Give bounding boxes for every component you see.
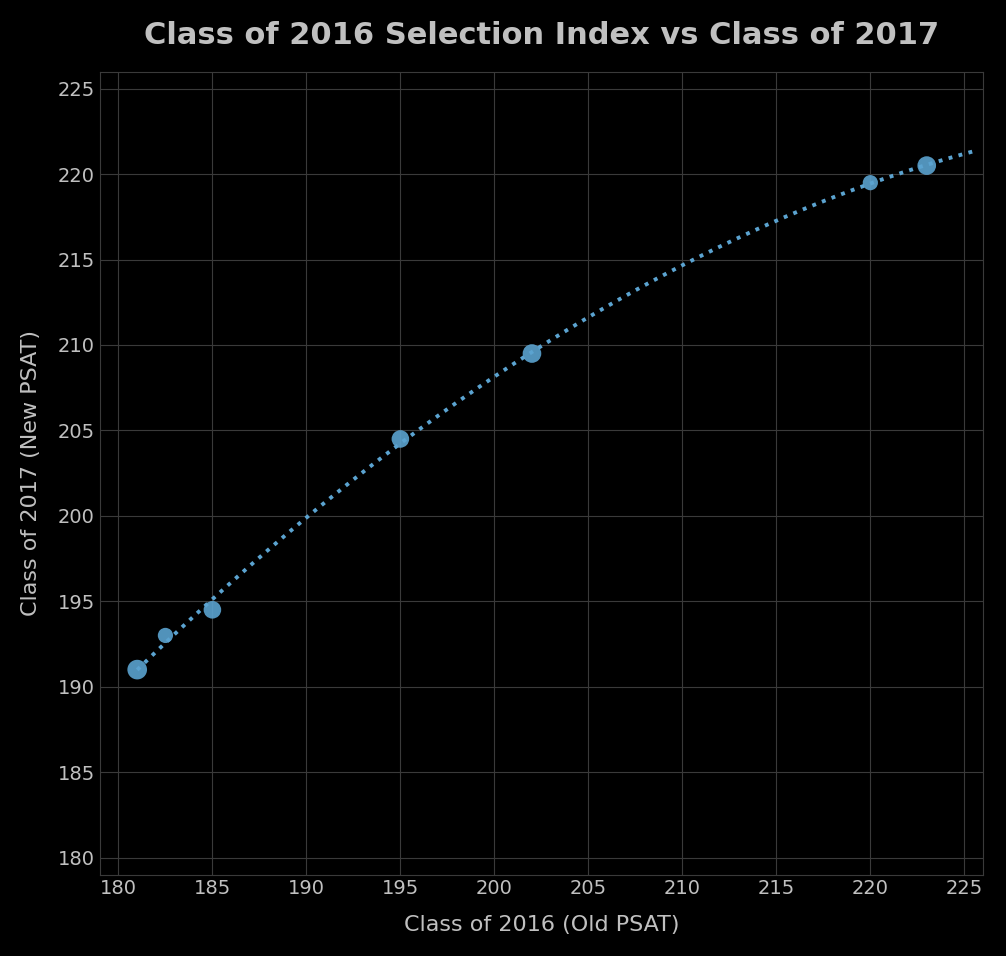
Point <box>524 346 540 361</box>
Title: Class of 2016 Selection Index vs Class of 2017: Class of 2016 Selection Index vs Class o… <box>144 21 939 50</box>
Point <box>204 602 220 618</box>
Point <box>918 158 935 173</box>
Point <box>129 662 145 677</box>
Point <box>392 431 408 446</box>
X-axis label: Class of 2016 (Old PSAT): Class of 2016 (Old PSAT) <box>403 915 679 935</box>
Y-axis label: Class of 2017 (New PSAT): Class of 2017 (New PSAT) <box>21 330 41 616</box>
Point <box>862 175 878 190</box>
Point <box>157 628 173 643</box>
